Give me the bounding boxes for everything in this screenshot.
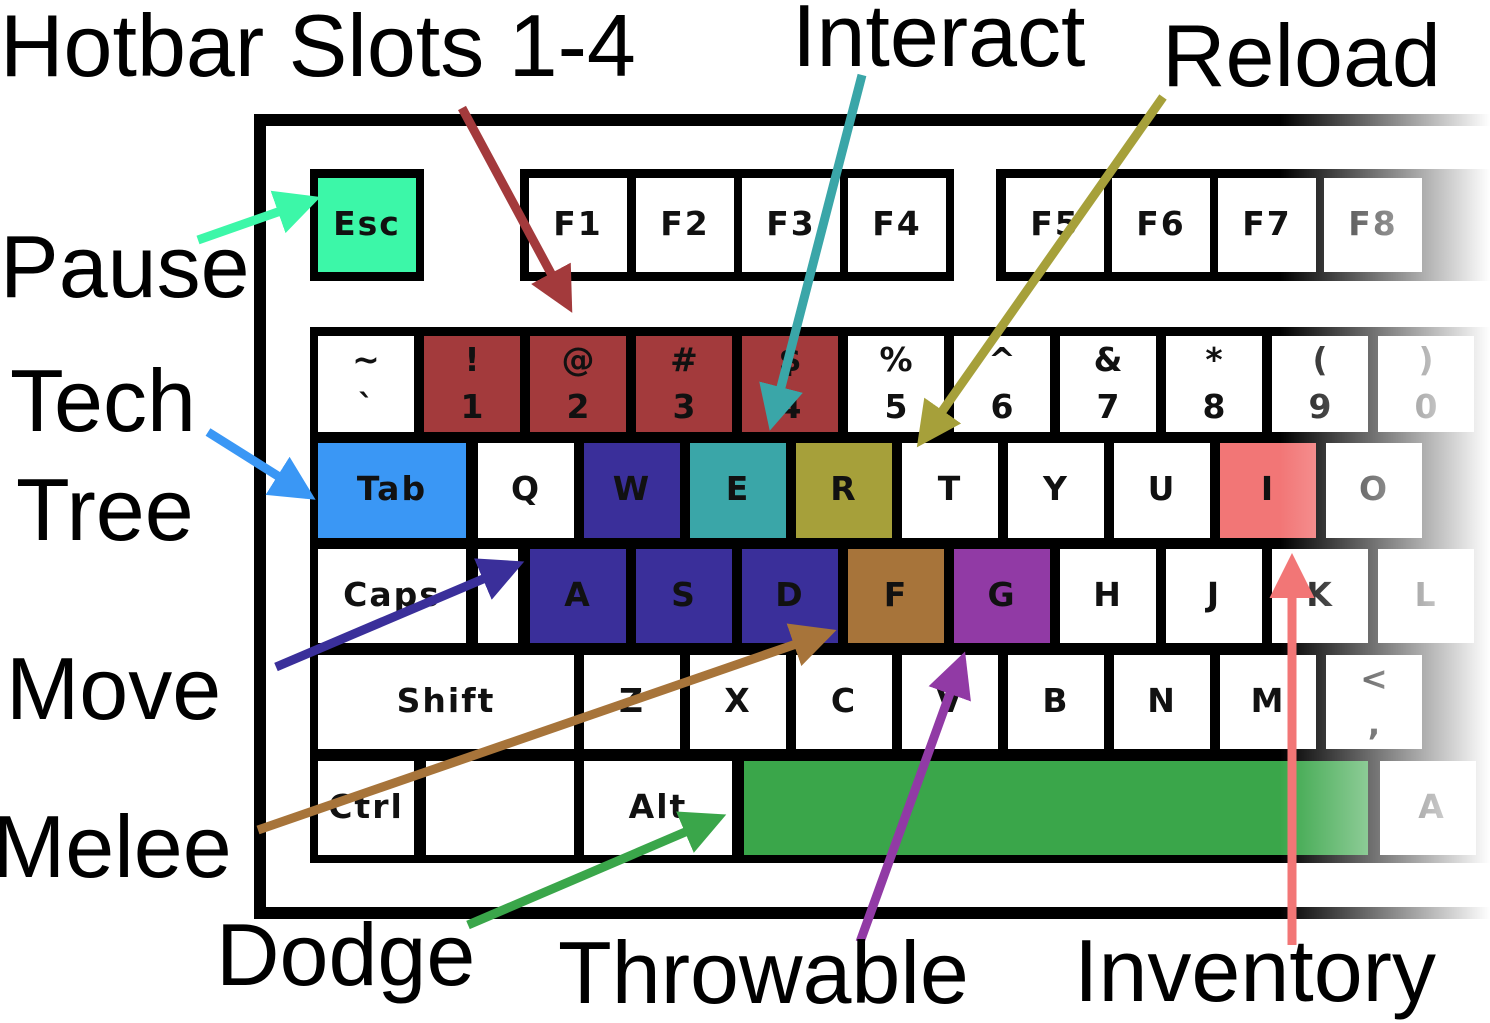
key-u: [1114, 443, 1210, 538]
key-digit-2: 2: [567, 387, 590, 426]
key-symbol-ampersand: &: [1094, 340, 1123, 379]
throwable-arrow: [855, 651, 971, 944]
key-f2: [636, 178, 734, 272]
move-label: Move: [6, 639, 221, 738]
key-f4: [848, 178, 946, 272]
key-label-y: Y: [1042, 469, 1069, 508]
move-arrow: [274, 558, 525, 672]
key-label-j: J: [1205, 575, 1221, 614]
tech-tree-label-line2: Tree: [16, 460, 194, 559]
key-digit-7: 7: [1097, 387, 1120, 426]
key-symbol-percent: %: [879, 340, 912, 379]
dodge-arrow: [466, 811, 727, 930]
key-symbol-at: @: [562, 340, 595, 379]
tech-tree-label-line1: Tech: [10, 351, 196, 450]
key-label-f: F: [884, 575, 909, 614]
key-digit-8: 8: [1203, 387, 1226, 426]
key-label-m: M: [1251, 681, 1286, 720]
key-n: [1114, 655, 1210, 749]
key-digit-backtick: `: [358, 387, 375, 426]
key-label-b: B: [1042, 681, 1069, 720]
key-digit-1: 1: [461, 387, 484, 426]
key-label-f6: F6: [1136, 204, 1186, 243]
key-label-f4: F4: [872, 204, 922, 243]
key-label-u: U: [1148, 469, 1177, 508]
key-t: [902, 443, 998, 538]
key-space: [744, 761, 1368, 855]
key-label-alt: Alt: [629, 787, 688, 826]
key-a: [530, 549, 626, 643]
key-symbol-hash: #: [670, 340, 698, 379]
key-label-s: S: [671, 575, 697, 614]
key-2: [530, 336, 626, 432]
pause-arrow: [196, 190, 321, 245]
key-symbol-tilde: ~: [352, 340, 380, 379]
key-y: [1008, 443, 1104, 538]
key-8: [1166, 336, 1262, 432]
key-label-c: C: [831, 681, 857, 720]
key-symbol-asterisk: *: [1205, 340, 1222, 379]
key-label-h: H: [1093, 575, 1123, 614]
key-g: [954, 549, 1050, 643]
pause-label: Pause: [0, 217, 250, 316]
melee-arrow: [256, 623, 837, 835]
key-j: [1166, 549, 1262, 643]
key-7: [1060, 336, 1156, 432]
key-h: [1060, 549, 1156, 643]
throwable-label: Throwable: [558, 923, 969, 1022]
key-q: [478, 443, 574, 538]
inventory-label: Inventory: [1074, 921, 1436, 1020]
key-symbol-exclaim: !: [464, 340, 479, 379]
key-f: [848, 549, 944, 643]
key-6: [954, 336, 1050, 432]
key-label-caps: Caps: [343, 575, 441, 614]
key-r: [796, 443, 892, 538]
key-label-a: A: [564, 575, 592, 614]
key-label-f1: F1: [553, 204, 603, 243]
key-1: [424, 336, 520, 432]
key-blank: [426, 761, 574, 855]
key-label-f3: F3: [766, 204, 816, 243]
hotbar-label: Hotbar Slots 1-4: [0, 0, 636, 95]
key-esc: [318, 178, 416, 272]
key-label-g: G: [987, 575, 1016, 614]
key-tab: [318, 443, 466, 538]
reload-label: Reload: [1162, 6, 1441, 105]
melee-label: Melee: [0, 797, 232, 896]
key-label-tab: Tab: [357, 469, 427, 508]
key-digit-5: 5: [885, 387, 908, 426]
key-label-x: X: [724, 681, 751, 720]
reload-arrow: [916, 94, 1167, 448]
right-fade: [1280, 100, 1490, 930]
key-s: [636, 549, 732, 643]
hotbar-arrow: [458, 105, 573, 313]
key-label-d: D: [775, 575, 804, 614]
key-f6: [1112, 178, 1210, 272]
key-label-i: I: [1261, 469, 1275, 508]
key-3: [636, 336, 732, 432]
key-label-e: E: [726, 469, 751, 508]
tech-tree-arrow: [205, 428, 316, 500]
key-label-shift: Shift: [397, 681, 496, 720]
key-label-t: T: [938, 469, 963, 508]
key-w: [584, 443, 680, 538]
key-label-q: Q: [511, 469, 541, 508]
dodge-label: Dodge: [216, 905, 475, 1004]
key-c: [796, 655, 892, 749]
key-label-f2: F2: [660, 204, 710, 243]
key-label-r: R: [830, 469, 857, 508]
key-backtick: [318, 336, 414, 432]
interact-arrow: [759, 73, 867, 431]
key-b: [1008, 655, 1104, 749]
key-label-esc: Esc: [333, 204, 401, 243]
key-digit-3: 3: [673, 387, 696, 426]
key-label-w: W: [613, 469, 651, 508]
key-e: [690, 443, 786, 538]
key-digit-6: 6: [991, 387, 1014, 426]
interact-label: Interact: [792, 0, 1085, 85]
key-label-n: N: [1147, 681, 1177, 720]
